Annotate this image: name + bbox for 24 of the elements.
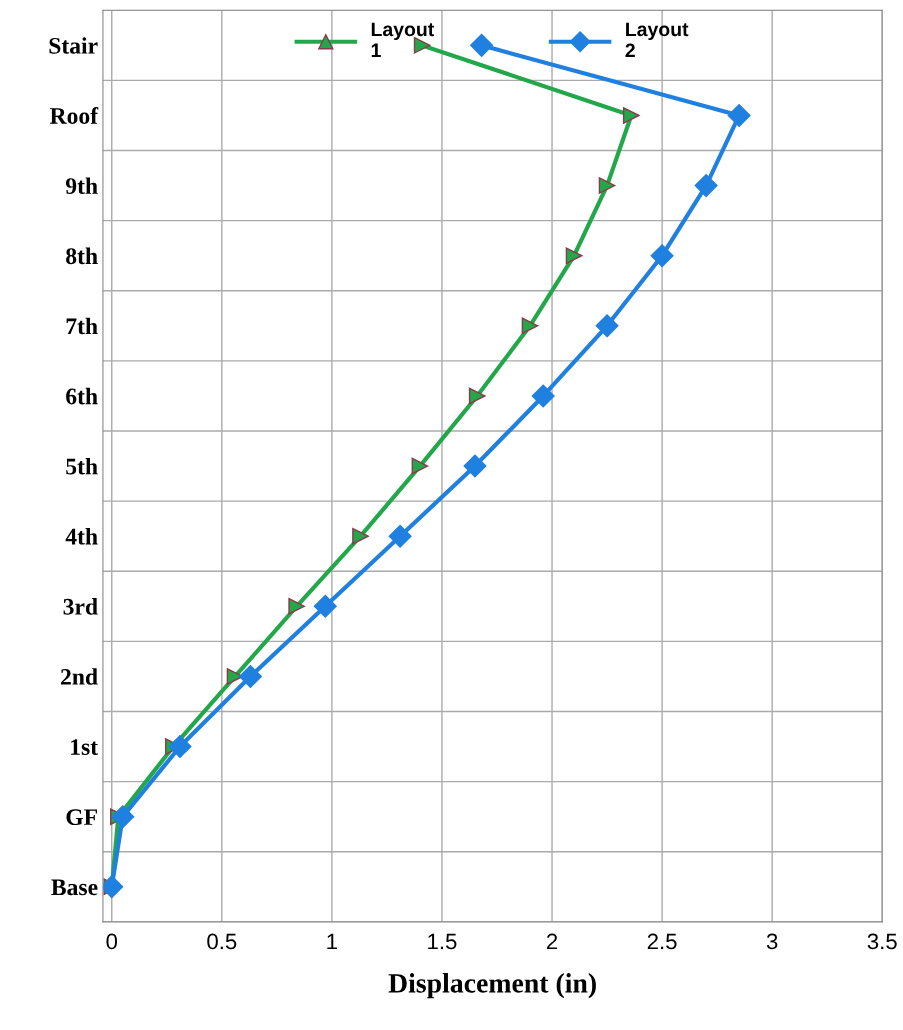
y-tick-label: 7th bbox=[66, 317, 98, 335]
x-tick-label: 3.5 bbox=[867, 933, 897, 950]
x-tick-label: 1 bbox=[327, 933, 337, 950]
y-tick-label: 6th bbox=[66, 387, 98, 405]
y-tick-label: 1st bbox=[71, 739, 98, 755]
x-tick-label: 0.5 bbox=[207, 933, 237, 950]
y-tick-label: Roof bbox=[49, 107, 99, 124]
legend-label: Layout 1 bbox=[371, 22, 435, 57]
x-tick-label: 1.5 bbox=[428, 933, 457, 950]
y-tick-label: 5th bbox=[66, 457, 98, 475]
y-tick-label: 9th bbox=[65, 177, 98, 195]
x-tick-label: 2.5 bbox=[647, 933, 677, 950]
x-tick-label: 2 bbox=[546, 933, 558, 950]
legend-label: Layout 2 bbox=[625, 22, 689, 57]
y-tick-label: 4th bbox=[65, 528, 98, 545]
y-tick-label: Stair bbox=[49, 37, 98, 54]
x-tick-label: 3 bbox=[766, 933, 778, 950]
y-tick-label: 2nd bbox=[61, 668, 98, 685]
y-tick-label: Base bbox=[51, 879, 98, 896]
x-axis-title: Displacement (in) bbox=[388, 973, 596, 999]
y-tick-label: GF bbox=[66, 809, 97, 826]
y-tick-label: 3rd bbox=[63, 598, 98, 615]
y-tick-label: 8th bbox=[66, 247, 98, 265]
x-tick-label: 0 bbox=[106, 933, 118, 950]
